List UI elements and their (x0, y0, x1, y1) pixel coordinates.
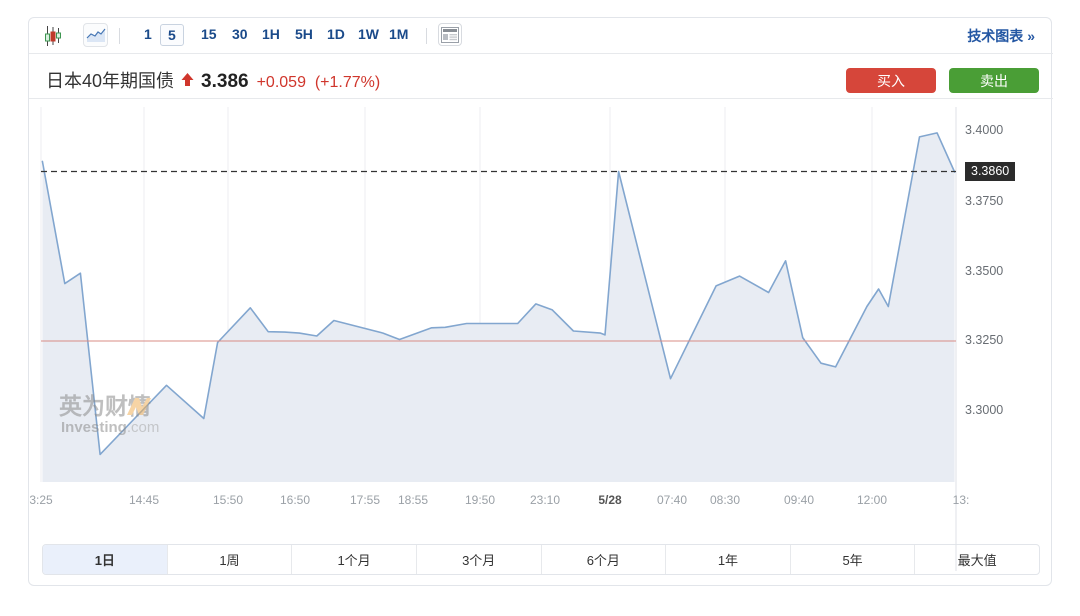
svg-text:Investing.com: Investing.com (61, 419, 159, 436)
